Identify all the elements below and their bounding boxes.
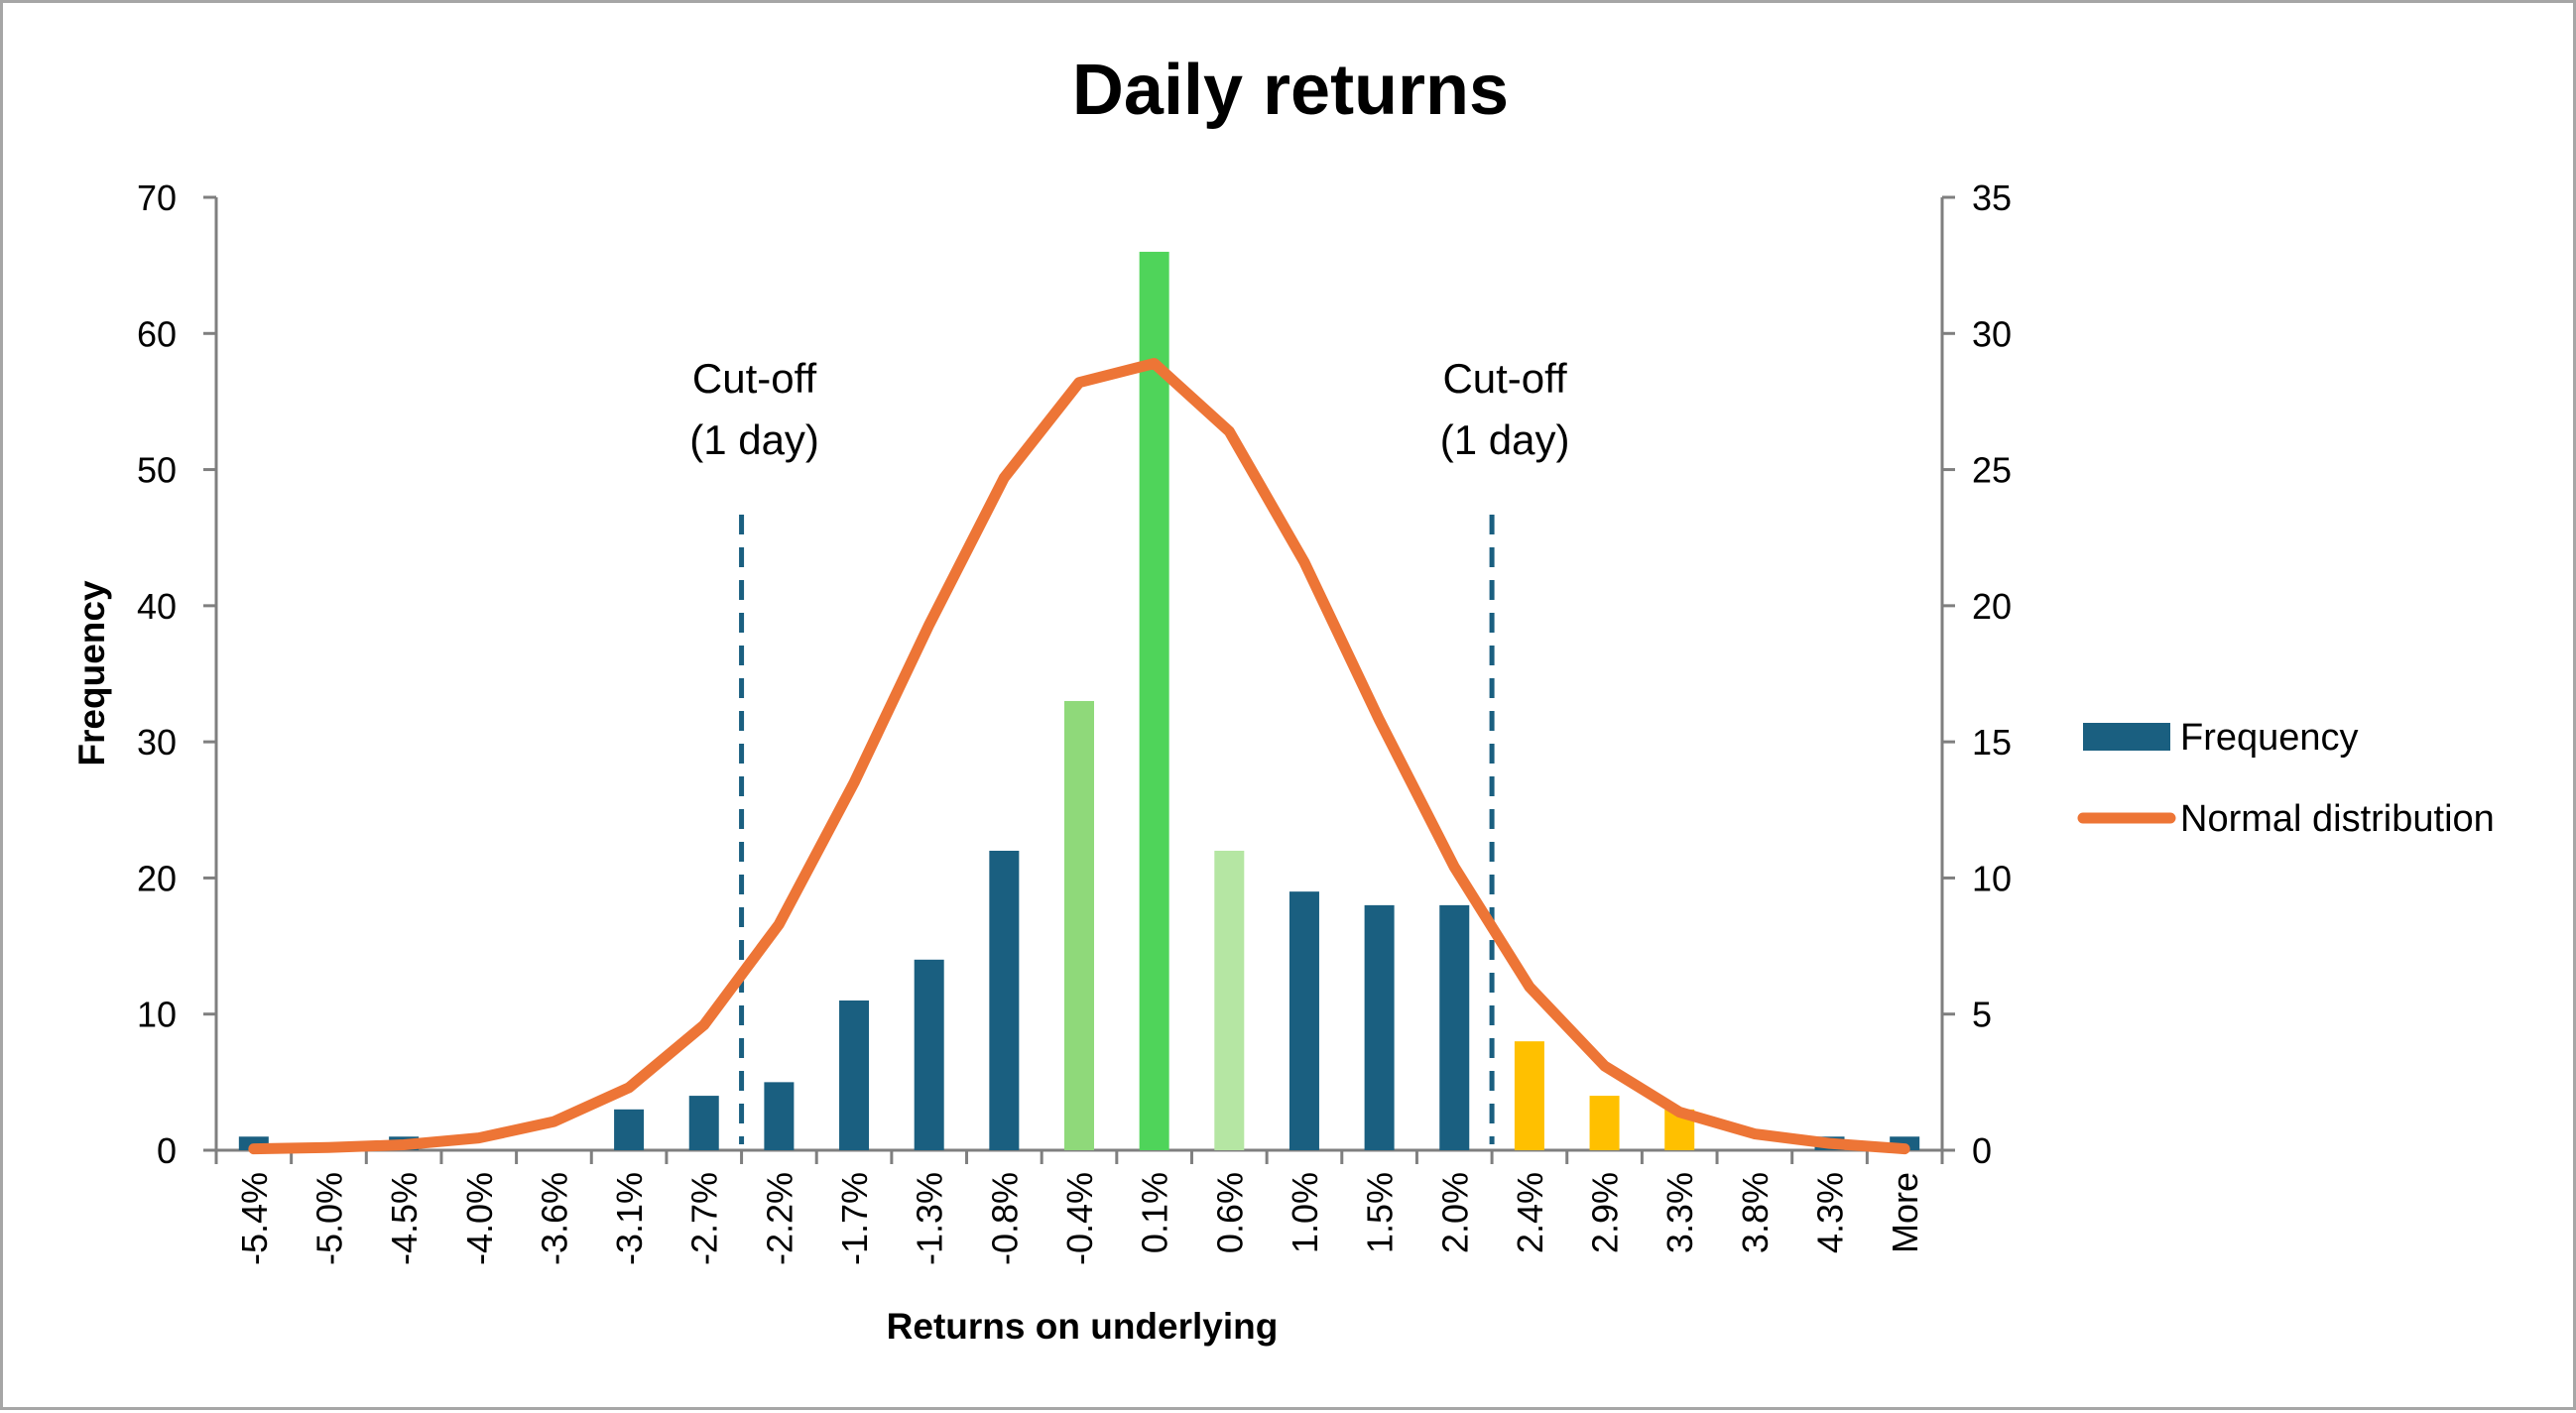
x-tick-label: 3.8%: [1735, 1172, 1776, 1253]
x-tick-label: More: [1885, 1172, 1925, 1253]
frequency-bar: [1064, 700, 1094, 1150]
x-tick-label: -1.3%: [910, 1172, 950, 1265]
x-tick-label: -3.1%: [609, 1172, 650, 1265]
y-tick-label: 10: [137, 995, 177, 1035]
cutoff-annotations: Cut-off (1 day) Cut-off (1 day): [689, 355, 1569, 1144]
cutoff-label: Cut-off: [692, 355, 817, 402]
y-tick-label: 40: [137, 586, 177, 627]
x-tick-label: 3.3%: [1659, 1172, 1700, 1253]
y2-tick-label: 25: [1972, 450, 2012, 491]
y2-tick-label: 15: [1972, 722, 2012, 763]
y-tick-label: 30: [137, 722, 177, 763]
frequency-bar: [1439, 904, 1470, 1150]
x-tick-label: 4.3%: [1810, 1172, 1851, 1253]
frequency-bar: [764, 1082, 795, 1150]
x-axis-title: Returns on underlying: [887, 1306, 1279, 1347]
x-tick-label: 2.4%: [1510, 1172, 1550, 1253]
frequency-bar: [1364, 904, 1395, 1150]
frequency-bar: [1514, 1041, 1544, 1150]
x-tick-label: -1.7%: [834, 1172, 875, 1265]
y-tick-label: 50: [137, 450, 177, 491]
x-tick-label: -0.4%: [1059, 1172, 1100, 1265]
frequency-bar: [914, 959, 944, 1150]
y2-tick-label: 10: [1972, 858, 2012, 898]
cutoff-label: (1 day): [689, 416, 819, 463]
frequency-bar: [839, 1000, 870, 1150]
y2-tick-label: 0: [1972, 1130, 1992, 1171]
y2-tick-label: 35: [1972, 177, 2012, 218]
y2-tick-label: 20: [1972, 586, 2012, 627]
y2-tick-label: 30: [1972, 313, 2012, 354]
y2-tick-label: 5: [1972, 995, 1992, 1035]
legend-swatch-frequency: [2083, 723, 2170, 751]
frequency-bar: [1589, 1096, 1620, 1150]
x-tick-label: -4.5%: [384, 1172, 425, 1265]
y-tick-label: 20: [137, 858, 177, 898]
x-tick-label: 1.0%: [1285, 1172, 1325, 1253]
x-tick-label: 1.5%: [1360, 1172, 1401, 1253]
chart-title: Daily returns: [1072, 51, 1509, 130]
x-tick-label: -0.8%: [984, 1172, 1025, 1265]
chart-svg: Daily returns Returns on underlying Freq…: [71, 51, 2495, 1347]
x-tick-label: -2.7%: [684, 1172, 725, 1265]
y-tick-label: 0: [157, 1130, 177, 1171]
x-tick-label: -3.6%: [534, 1172, 574, 1265]
x-tick-label: 0.6%: [1209, 1172, 1250, 1253]
frequency-bar: [614, 1109, 645, 1150]
frequency-bar: [1139, 251, 1169, 1150]
y-tick-label: 60: [137, 313, 177, 354]
x-tick-label: -4.0%: [459, 1172, 500, 1265]
frequency-bar: [688, 1096, 719, 1150]
cutoff-label: Cut-off: [1442, 355, 1567, 402]
x-tick-label: -5.4%: [234, 1172, 275, 1265]
x-tick-label: 0.1%: [1135, 1172, 1175, 1253]
bars: [238, 251, 1920, 1150]
legend-label-frequency: Frequency: [2180, 717, 2359, 759]
frequency-bar: [989, 850, 1020, 1150]
normal-distribution-line-group: [248, 357, 1910, 1155]
frequency-bar: [1288, 891, 1319, 1150]
x-tick-label: -2.2%: [759, 1172, 799, 1265]
frequency-bar: [1214, 850, 1245, 1150]
normal-distribution-line: [248, 357, 1910, 1155]
x-tick-label: 2.9%: [1585, 1172, 1626, 1253]
x-tick-label: -5.0%: [308, 1172, 349, 1265]
cutoff-label: (1 day): [1440, 416, 1570, 463]
y-axis-title: Frequency: [71, 580, 112, 766]
legend: Frequency Normal distribution: [2077, 717, 2495, 840]
x-tick-label: 2.0%: [1434, 1172, 1475, 1253]
legend-label-normal: Normal distribution: [2180, 798, 2495, 840]
y-tick-label: 70: [137, 177, 177, 218]
